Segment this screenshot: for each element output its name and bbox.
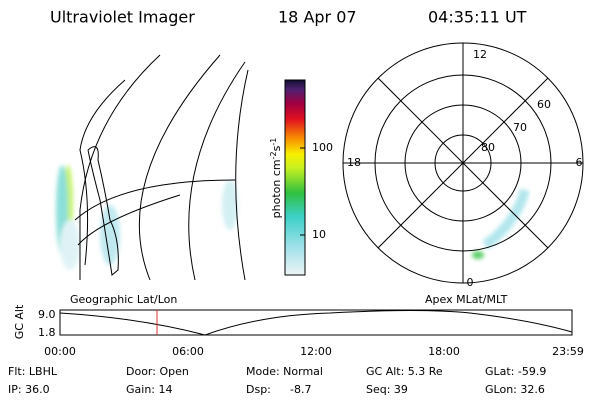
polar-plot: 12 18 6 0 60 70 80 [342,42,584,289]
footer-field: IP: 36.0 [8,383,50,396]
colorbar-tick-label: 100 [312,141,333,154]
footer-field: -8.7 [290,383,311,396]
footer-field: GLon: 32.6 [485,383,545,396]
footer-field: Flt: LBHL [8,365,58,378]
mlt-label: 12 [473,48,487,61]
left-caption: Geographic Lat/Lon [70,293,177,306]
geographic-image [56,54,249,281]
title: Ultraviolet Imager [50,8,195,27]
footer-field: Gain: 14 [126,383,173,396]
footer-field: Dsp: [246,383,271,396]
footer-field: Mode: Normal [246,365,323,378]
mlt-label: 0 [467,276,474,289]
label-text: photon cm [270,159,283,218]
lat-label: 70 [513,121,527,134]
colorbar-tick-label: 10 [312,228,326,241]
date: 18 Apr 07 [278,8,357,27]
footer-field: GC Alt: 5.3 Re [366,365,443,378]
altitude-plot: GC Alt 9.0 1.8 00:00 06:00 12:00 18:00 2… [13,304,584,358]
footer-field: Door: Open [126,365,189,378]
x-tick-label: 00:00 [44,345,76,358]
x-tick-label: 23:59 [552,345,584,358]
lat-label: 60 [537,98,551,111]
label-exp: -1 [269,138,278,146]
y-tick-label: 9.0 [38,308,56,321]
x-tick-label: 18:00 [428,345,460,358]
time: 04:35:11 UT [428,8,527,27]
y-tick-label: 1.8 [38,326,56,339]
label-text: s [270,145,283,151]
colorbar [284,79,306,276]
colorbar-label: photon cm-2s-1 [269,138,284,219]
x-tick-label: 12:00 [300,345,332,358]
footer-field: GLat: -59.9 [485,365,546,378]
mlt-label: 6 [576,156,583,169]
right-caption: Apex MLat/MLT [425,293,508,306]
lat-label: 80 [481,141,495,154]
x-tick-label: 06:00 [172,345,204,358]
y-label: GC Alt [13,304,26,339]
mlt-label: 18 [347,156,361,169]
label-exp: -2 [269,151,278,159]
footer-field: Seq: 39 [366,383,408,396]
